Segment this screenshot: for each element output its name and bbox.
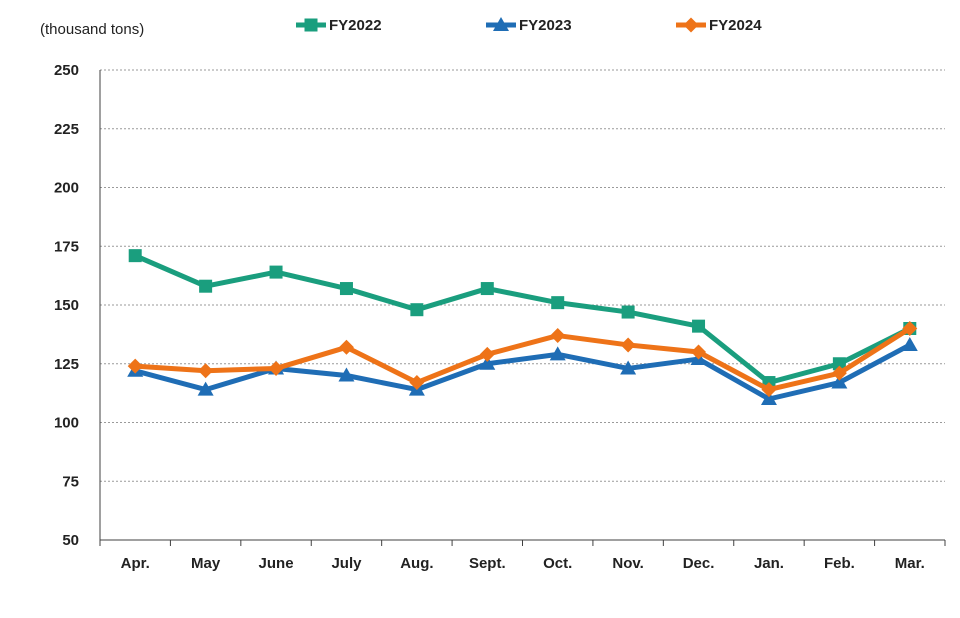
data-point-fy2024	[902, 321, 918, 336]
x-tick-label: July	[331, 555, 362, 572]
legend-item-fy2022: FY2022	[296, 17, 382, 34]
x-tick-label: May	[191, 555, 221, 572]
data-point-fy2022	[551, 296, 565, 310]
data-point-fy2023	[549, 346, 566, 361]
y-tick-label: 250	[54, 62, 79, 79]
data-point-fy2022	[269, 265, 283, 279]
data-point-fy2023	[479, 355, 496, 370]
y-unit-label: (thousand tons)	[40, 21, 144, 38]
series-line-fy2022	[132, 253, 913, 386]
y-tick-label: 100	[54, 415, 79, 432]
y-axis: 50 75 100 125 150 175 200 225 250	[54, 62, 101, 549]
legend-marker	[493, 17, 509, 31]
data-point-fy2022	[199, 279, 213, 293]
series-lines	[127, 249, 918, 405]
y-tick-label: 200	[54, 180, 79, 197]
x-tick-label: Oct.	[543, 555, 572, 572]
legend-marker	[683, 17, 699, 33]
legend-label: FY2023	[519, 17, 572, 34]
data-point-fy2024	[831, 365, 847, 381]
data-point-fy2023	[901, 336, 918, 351]
legend-item-fy2024: FY2024	[676, 17, 762, 34]
legend-label: FY2022	[329, 17, 382, 34]
legend-item-fy2023: FY2023	[486, 17, 572, 34]
x-tick-label: Feb.	[824, 555, 855, 572]
x-tick-label: Nov.	[612, 555, 643, 572]
x-tick-label: Aug.	[400, 555, 433, 572]
x-tick-label: Apr.	[121, 555, 150, 572]
x-tick-label: Jan.	[754, 555, 784, 572]
data-point-fy2022	[410, 303, 424, 317]
x-tick-label: Mar.	[895, 555, 925, 572]
data-point-fy2024	[409, 375, 425, 391]
x-tick-label: Sept.	[469, 555, 506, 572]
data-point-fy2024	[620, 337, 636, 353]
data-point-fy2024	[761, 382, 777, 398]
data-point-fy2024	[268, 360, 284, 376]
x-tick-label: Dec.	[683, 555, 715, 572]
legend-label: FY2024	[709, 17, 762, 34]
data-point-fy2022	[128, 249, 142, 263]
data-point-fy2023	[831, 374, 848, 389]
gridlines	[100, 69, 945, 482]
data-point-fy2024	[198, 363, 214, 379]
legend: FY2022 FY2023 FY2024	[296, 17, 762, 34]
data-point-fy2024	[127, 358, 143, 374]
data-point-fy2023	[620, 360, 637, 375]
data-point-fy2024	[691, 344, 707, 360]
data-point-fy2022	[832, 357, 846, 371]
data-point-fy2022	[621, 305, 635, 319]
data-point-fy2022	[692, 319, 706, 333]
y-tick-label: 175	[54, 238, 79, 255]
data-point-fy2024	[338, 339, 354, 355]
y-tick-label: 125	[54, 356, 79, 373]
y-tick-label: 50	[62, 532, 79, 549]
series-fy2024	[127, 321, 918, 398]
data-point-fy2024	[479, 346, 495, 362]
data-point-fy2023	[338, 367, 355, 382]
y-tick-label: 75	[62, 473, 79, 490]
series-line-fy2024	[132, 326, 913, 393]
data-point-fy2024	[550, 328, 566, 344]
series-line-fy2023	[132, 342, 913, 402]
y-tick-label: 225	[54, 121, 79, 138]
legend-marker	[304, 18, 318, 32]
data-point-fy2023	[760, 391, 777, 405]
data-point-fy2023	[197, 381, 214, 396]
x-axis: Apr. May June July Aug. Sept. Oct. Nov. Dec. Jan.…	[99, 539, 946, 572]
y-tick-label: 150	[54, 297, 79, 314]
data-point-fy2022	[480, 282, 494, 296]
x-tick-label: June	[259, 555, 294, 572]
data-point-fy2022	[339, 282, 353, 296]
